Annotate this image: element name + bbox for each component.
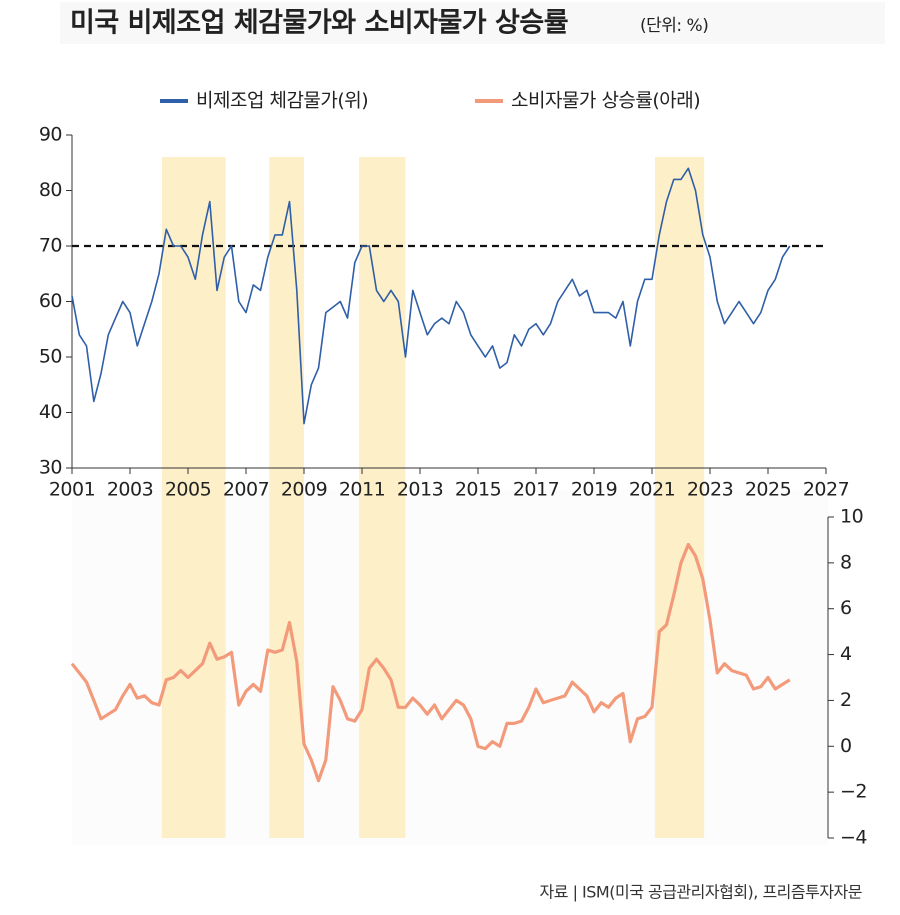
y-tick-label: 6 [840, 597, 852, 619]
source: 자료 | ISM(미국 공급관리자협회), 프리즘투자자문 [540, 883, 862, 902]
y-tick-label: 50 [39, 346, 62, 368]
y-tick-label: 4 [840, 643, 852, 665]
y-tick-label: 10 [840, 506, 863, 528]
legend-label: 소비자물가 상승률(아래) [511, 90, 700, 112]
y-tick-label: 80 [39, 179, 62, 201]
chart-subtitle: (단위: %) [640, 16, 708, 36]
y-tick-label: −4 [840, 827, 867, 849]
y-tick-label: 70 [39, 235, 62, 257]
y-tick-label: −2 [840, 781, 867, 803]
chart-title: 미국 비제조업 체감물가와 소비자물가 상승률 [70, 8, 568, 39]
x-tick-label: 2005 [165, 479, 211, 501]
x-tick-label: 2007 [223, 479, 269, 501]
x-tick-label: 2027 [803, 479, 849, 501]
x-tick-label: 2015 [455, 479, 501, 501]
y-tick-label: 90 [39, 124, 62, 146]
series-line [71, 167, 791, 425]
y-tick-label: 0 [840, 735, 852, 757]
y-tick-label: 2 [840, 689, 852, 711]
x-tick-label: 2011 [339, 479, 385, 501]
legend-label: 비제조업 체감물가(위) [196, 90, 368, 112]
x-tick-label: 2017 [513, 479, 559, 501]
title-band [60, 2, 885, 44]
x-tick-label: 2019 [571, 479, 617, 501]
shaded-period [654, 157, 705, 838]
x-tick-label: 2009 [281, 479, 327, 501]
shaded-period [359, 157, 406, 838]
series-line [70, 542, 791, 783]
x-tick-label: 2025 [745, 479, 791, 501]
y-tick-label: 60 [39, 290, 62, 312]
x-tick-label: 2013 [397, 479, 443, 501]
y-tick-label: 8 [840, 551, 852, 573]
x-tick-label: 2021 [629, 479, 675, 501]
x-tick-label: 2001 [49, 479, 95, 501]
x-tick-label: 2023 [687, 479, 733, 501]
y-tick-label: 30 [39, 457, 62, 479]
shaded-period [269, 157, 304, 838]
x-tick-label: 2003 [107, 479, 153, 501]
y-tick-label: 40 [39, 401, 62, 423]
